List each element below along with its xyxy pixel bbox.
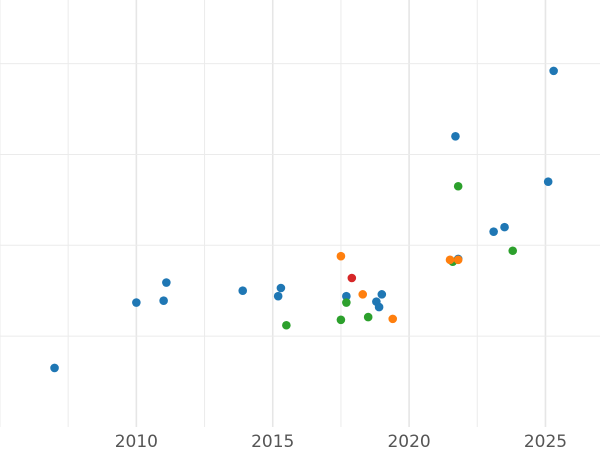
data-points bbox=[50, 66, 558, 373]
data-point-s0-16 bbox=[549, 66, 558, 76]
data-point-s2-3 bbox=[445, 255, 455, 265]
data-point-s0-3 bbox=[162, 278, 171, 287]
data-point-s2-0 bbox=[336, 251, 346, 261]
x-tick-label-3: 2025 bbox=[524, 432, 567, 450]
data-point-s0-7 bbox=[342, 291, 351, 301]
x-tick-label-1: 2015 bbox=[251, 432, 294, 450]
data-point-s0-2 bbox=[159, 296, 168, 306]
data-point-s1-6 bbox=[508, 246, 518, 256]
x-tick-label-2: 2020 bbox=[387, 432, 430, 450]
data-point-s2-2 bbox=[388, 314, 398, 324]
data-point-s1-3 bbox=[363, 312, 373, 322]
data-point-s1-2 bbox=[342, 298, 351, 307]
data-point-s0-12 bbox=[451, 131, 460, 141]
data-point-s0-5 bbox=[273, 291, 283, 301]
data-point-s1-1 bbox=[336, 315, 346, 325]
data-point-s2-4 bbox=[453, 255, 463, 265]
data-point-s3-0 bbox=[347, 273, 357, 283]
data-point-s0-9 bbox=[374, 302, 384, 312]
data-point-s0-13 bbox=[489, 227, 498, 236]
data-point-s0-6 bbox=[276, 283, 286, 293]
data-point-s0-0 bbox=[50, 363, 59, 373]
data-point-s2-1 bbox=[358, 290, 368, 299]
x-tick-label-0: 2010 bbox=[115, 432, 158, 450]
x-axis-ticks: 2010 2015 2020 2025 bbox=[115, 432, 567, 450]
data-point-s0-1 bbox=[132, 298, 141, 307]
data-point-s1-0 bbox=[282, 320, 291, 330]
data-point-s0-15 bbox=[543, 177, 553, 187]
data-point-s1-5 bbox=[453, 181, 463, 191]
data-point-s0-14 bbox=[500, 222, 509, 232]
data-point-s0-10 bbox=[377, 290, 387, 299]
data-point-s0-4 bbox=[238, 286, 248, 296]
grid bbox=[0, 0, 600, 427]
